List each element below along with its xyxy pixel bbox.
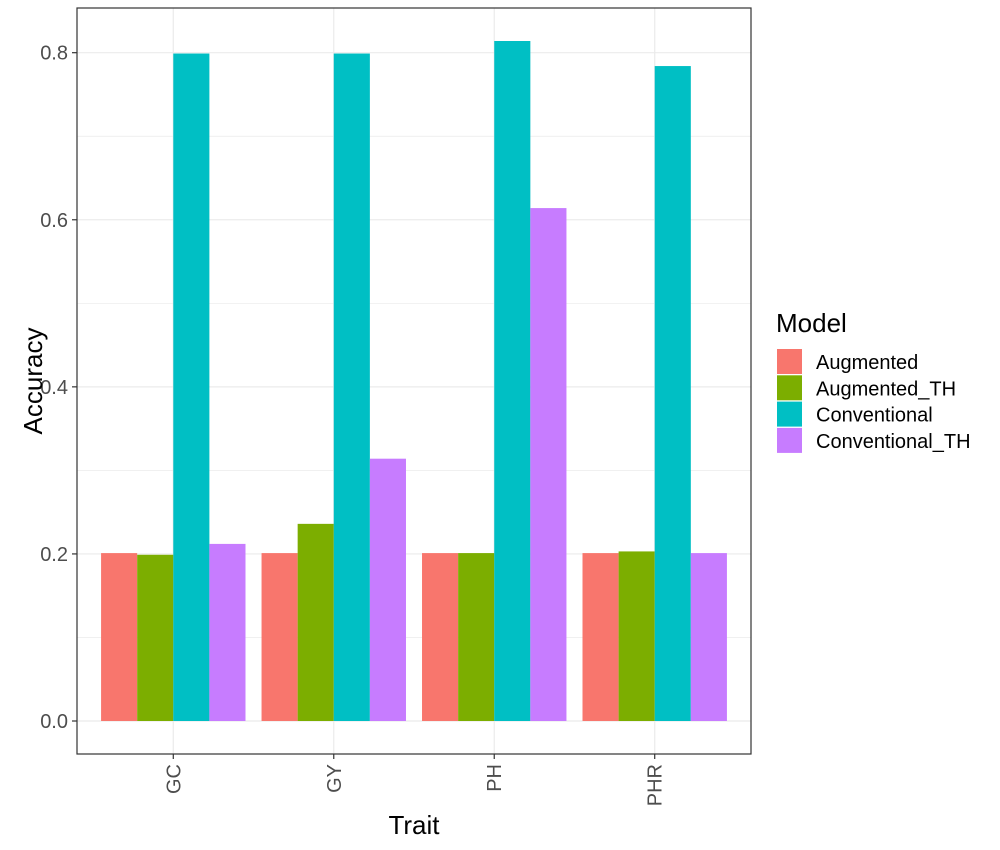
x-tick-label: GY bbox=[324, 764, 346, 793]
legend-key-conventional bbox=[777, 401, 802, 427]
legend-key-augmented bbox=[777, 349, 802, 374]
bar-conventional-th-gc bbox=[209, 543, 246, 722]
x-tick-label: PHR bbox=[645, 764, 667, 806]
bar-augmented-th-ph bbox=[458, 553, 495, 722]
bar-conventional-th-ph bbox=[530, 208, 567, 722]
bar-conventional-gy bbox=[333, 53, 370, 722]
legend-title: Model bbox=[776, 308, 847, 338]
x-axis-ticks: GC GY PH PHR bbox=[163, 754, 667, 806]
legend-label: Conventional_TH bbox=[816, 431, 971, 453]
y-tick-label: 0.6 bbox=[40, 210, 68, 232]
bar-augmented-gc bbox=[101, 553, 138, 722]
bar-augmented-th-phr bbox=[618, 551, 655, 722]
y-axis-ticks: 0.0 0.2 0.4 0.6 0.8 bbox=[40, 43, 77, 733]
legend: Model Augmented Augmented_TH Conventional C… bbox=[776, 308, 971, 453]
legend-key-conventional-th bbox=[777, 427, 802, 453]
bar-conventional-gc bbox=[173, 53, 210, 722]
y-tick-label: 0.8 bbox=[40, 43, 68, 65]
y-axis-title: Accuracy bbox=[18, 328, 48, 435]
x-tick-label: GC bbox=[163, 764, 185, 794]
x-axis-title: Trait bbox=[388, 810, 440, 840]
y-tick-label: 0.2 bbox=[40, 544, 68, 566]
bar-augmented-gy bbox=[261, 553, 298, 722]
legend-label: Augmented bbox=[816, 352, 918, 374]
bar-augmented-ph bbox=[422, 553, 459, 722]
bar-augmented-phr bbox=[582, 553, 619, 722]
legend-label: Augmented_TH bbox=[816, 378, 956, 400]
y-tick-label: 0.4 bbox=[40, 377, 68, 399]
legend-label: Conventional bbox=[816, 405, 933, 427]
bar-augmented-th-gy bbox=[297, 523, 334, 722]
bar-conventional-th-phr bbox=[690, 553, 727, 722]
plot-panel-border bbox=[76, 7, 752, 755]
bars bbox=[101, 40, 727, 722]
bar-conventional-th-gy bbox=[369, 458, 406, 722]
bar-conventional-ph bbox=[494, 40, 531, 722]
bar-augmented-th-gc bbox=[137, 554, 174, 722]
legend-key-augmented-th bbox=[777, 375, 802, 401]
y-tick-label: 0.0 bbox=[40, 711, 68, 733]
bar-conventional-phr bbox=[654, 66, 691, 722]
x-tick-label: PH bbox=[484, 764, 506, 792]
